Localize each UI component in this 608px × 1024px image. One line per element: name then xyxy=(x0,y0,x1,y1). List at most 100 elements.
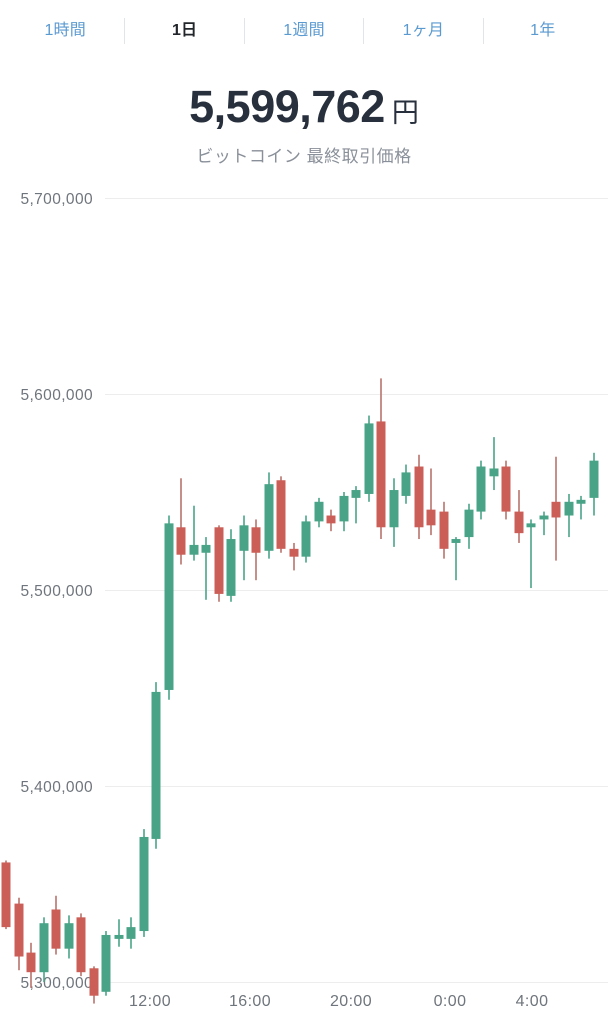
candle[interactable] xyxy=(151,682,161,849)
candle[interactable] xyxy=(101,931,111,996)
candle[interactable] xyxy=(501,460,511,520)
candle[interactable] xyxy=(114,919,124,947)
candle[interactable] xyxy=(539,511,549,536)
candle[interactable] xyxy=(14,897,24,971)
candle[interactable] xyxy=(426,468,436,536)
candle-body xyxy=(401,472,411,496)
candle-body xyxy=(214,527,224,594)
candle[interactable] xyxy=(514,490,524,543)
candle-body xyxy=(76,917,86,973)
tab-1year[interactable]: 1年 xyxy=(530,22,556,39)
price-line: 5,599,762 円 xyxy=(0,84,608,129)
x-axis-tick-label: 20:00 xyxy=(330,993,372,1010)
candle-body xyxy=(276,480,286,549)
candle[interactable] xyxy=(76,913,86,977)
candle-body xyxy=(576,499,586,504)
tab-divider xyxy=(124,18,126,44)
tab-1month[interactable]: 1ヶ月 xyxy=(402,22,445,39)
candle-body xyxy=(114,934,124,939)
candle[interactable] xyxy=(476,460,486,520)
candle[interactable] xyxy=(576,495,586,520)
candle[interactable] xyxy=(139,829,149,937)
candle-body xyxy=(201,544,211,553)
candle[interactable] xyxy=(526,519,536,589)
tab-1day[interactable]: 1日 xyxy=(171,22,198,39)
candle[interactable] xyxy=(176,478,186,565)
candle[interactable] xyxy=(164,515,174,700)
candle[interactable] xyxy=(451,537,461,581)
chart-svg[interactable]: 5,300,000 5,400,000 5,500,000 5,600,000 5,70… xyxy=(0,178,608,1024)
candle-body xyxy=(514,511,524,534)
candle-body xyxy=(464,509,474,538)
candle[interactable] xyxy=(264,472,274,559)
candle[interactable] xyxy=(276,476,286,553)
candle[interactable] xyxy=(414,454,424,540)
candle[interactable] xyxy=(189,505,199,561)
candle-body xyxy=(14,903,24,957)
candle[interactable] xyxy=(326,509,336,532)
tab-divider xyxy=(482,18,484,44)
candle-body xyxy=(226,539,236,596)
candle-body xyxy=(239,525,249,551)
candle[interactable] xyxy=(226,529,236,602)
candle[interactable] xyxy=(564,493,574,538)
candle[interactable] xyxy=(439,501,449,559)
candle[interactable] xyxy=(589,452,599,516)
candle[interactable] xyxy=(51,895,61,955)
candle-body xyxy=(1,862,11,928)
tab-divider xyxy=(363,18,365,44)
price-subtitle: ビットコイン 最終取引価格 xyxy=(196,147,412,166)
candle-body xyxy=(51,909,61,949)
candle-body xyxy=(314,501,324,522)
candle[interactable] xyxy=(1,860,11,930)
candle[interactable] xyxy=(89,966,99,1004)
candle-body xyxy=(164,523,174,690)
candle[interactable] xyxy=(364,415,374,502)
candle[interactable] xyxy=(376,378,386,540)
candle-body xyxy=(339,495,349,522)
candle[interactable] xyxy=(314,497,324,528)
candle[interactable] xyxy=(401,464,411,504)
chart-gridlines xyxy=(105,198,608,983)
candle-body xyxy=(176,527,186,555)
candle[interactable] xyxy=(389,478,399,547)
candle[interactable] xyxy=(64,915,74,959)
candle-body xyxy=(301,521,311,557)
candle[interactable] xyxy=(251,519,261,581)
candle[interactable] xyxy=(551,456,561,561)
candle[interactable] xyxy=(26,942,36,988)
candle-body xyxy=(364,423,374,494)
price-value: 5,599,762 xyxy=(189,81,385,132)
candle-body xyxy=(289,548,299,557)
candle-body xyxy=(589,460,599,498)
candle-body xyxy=(326,515,336,524)
candle[interactable] xyxy=(351,486,361,524)
y-axis-tick-label: 5,300,000 xyxy=(20,975,93,992)
chart-candles[interactable] xyxy=(1,378,599,1004)
tab-1hour[interactable]: 1時間 xyxy=(44,22,86,39)
candle-body xyxy=(426,509,436,526)
period-tab-bar[interactable]: 1時間 1日 1週間 1ヶ月 1年 xyxy=(0,0,608,62)
candle-body xyxy=(389,490,399,528)
candle-body xyxy=(251,527,261,553)
candle[interactable] xyxy=(339,492,349,532)
candle[interactable] xyxy=(214,525,224,602)
y-axis-tick-label: 5,700,000 xyxy=(20,191,93,208)
candle[interactable] xyxy=(289,542,299,571)
candle[interactable] xyxy=(126,917,136,949)
tab-1week[interactable]: 1週間 xyxy=(283,22,325,39)
y-axis-tick-label: 5,500,000 xyxy=(20,583,93,600)
candle[interactable] xyxy=(489,437,499,491)
candle[interactable] xyxy=(239,515,249,581)
chart-x-axis-labels: 12:00 16:00 20:00 0:00 4:00 xyxy=(129,993,548,1010)
candle[interactable] xyxy=(464,503,474,549)
candle-body xyxy=(189,544,199,555)
candle[interactable] xyxy=(301,515,311,563)
candlestick-chart[interactable]: 5,300,000 5,400,000 5,500,000 5,600,000 5,70… xyxy=(0,178,608,1024)
candle[interactable] xyxy=(201,537,211,600)
candle-body xyxy=(489,468,499,477)
candle[interactable] xyxy=(39,917,49,982)
y-axis-tick-label: 5,400,000 xyxy=(20,779,93,796)
x-axis-tick-label: 12:00 xyxy=(129,993,171,1010)
x-axis-tick-label: 4:00 xyxy=(516,993,549,1010)
